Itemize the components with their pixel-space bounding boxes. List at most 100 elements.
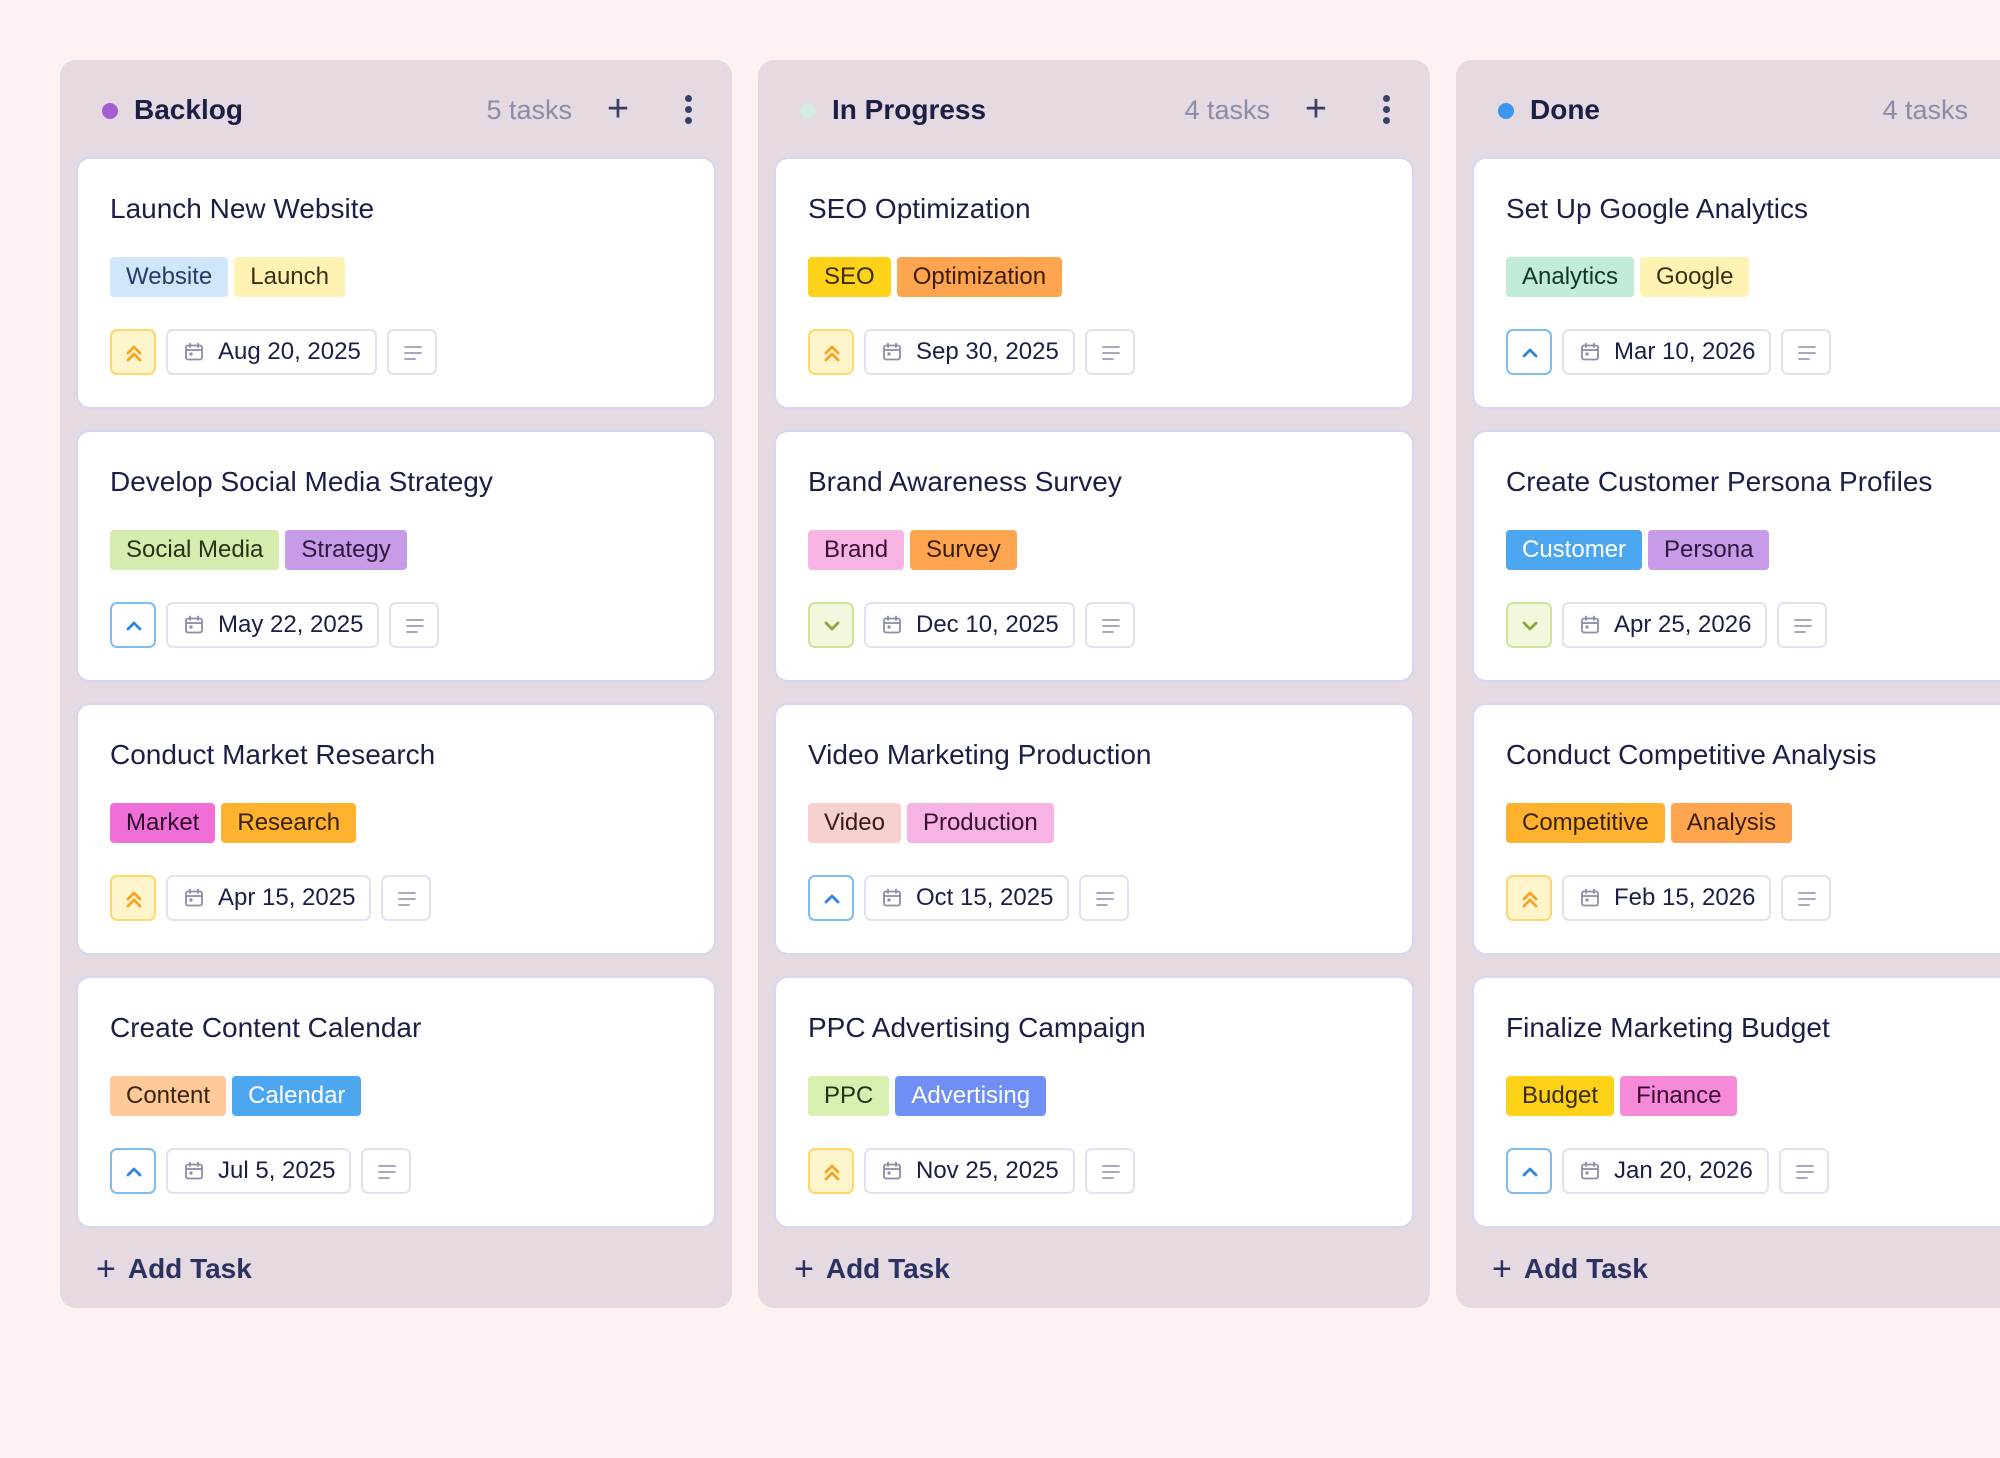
task-meta: May 22, 2025 — [110, 602, 439, 650]
priority-button[interactable] — [110, 602, 156, 648]
due-date-button[interactable]: Mar 10, 2026 — [1562, 329, 1771, 375]
column-footer: + Add Task — [60, 1265, 732, 1308]
due-date-button[interactable]: Apr 25, 2026 — [1562, 602, 1767, 648]
notes-button[interactable] — [389, 602, 439, 648]
vertical-dots-icon[interactable] — [1376, 92, 1396, 128]
priority-button[interactable] — [1506, 329, 1552, 375]
tag[interactable]: Website — [110, 257, 228, 297]
due-date-button[interactable]: Dec 10, 2025 — [864, 602, 1075, 648]
vertical-dots-icon[interactable] — [678, 92, 698, 128]
plus-icon: + — [96, 1250, 116, 1288]
notes-button[interactable] — [1085, 1148, 1135, 1194]
task-count: 4 tasks — [1882, 90, 1968, 130]
tag[interactable]: Optimization — [897, 257, 1062, 297]
column-done: Done 4 tasks + Set Up Google Analytics Analy… — [1456, 60, 2000, 1308]
priority-button[interactable] — [110, 875, 156, 921]
add-task-button[interactable]: + Add Task — [96, 1244, 252, 1294]
tag[interactable]: Social Media — [110, 530, 279, 570]
tag[interactable]: Persona — [1648, 530, 1769, 570]
task-card[interactable]: Develop Social Media Strategy Social Medi… — [76, 430, 716, 682]
priority-button[interactable] — [110, 329, 156, 375]
tag[interactable]: Content — [110, 1076, 226, 1116]
due-date-button[interactable]: Aug 20, 2025 — [166, 329, 377, 375]
due-date-button[interactable]: Feb 15, 2026 — [1562, 875, 1771, 921]
card-list: Launch New Website Website Launch Aug 20, 2… — [76, 157, 716, 1265]
tag[interactable]: Advertising — [895, 1076, 1046, 1116]
priority-button[interactable] — [1506, 875, 1552, 921]
tag[interactable]: Google — [1640, 257, 1749, 297]
due-date-button[interactable]: Jan 20, 2026 — [1562, 1148, 1769, 1194]
task-card[interactable]: Brand Awareness Survey Brand Survey Dec 10,… — [774, 430, 1414, 682]
tag-list: Content Calendar — [110, 1076, 367, 1116]
priority-button[interactable] — [808, 329, 854, 375]
tag-list: Analytics Google — [1506, 257, 1755, 297]
plus-icon[interactable]: + — [1298, 92, 1334, 128]
task-title: Conduct Competitive Analysis — [1506, 735, 1876, 775]
tag[interactable]: Market — [110, 803, 215, 843]
due-date-button[interactable]: Jul 5, 2025 — [166, 1148, 351, 1194]
task-meta: Jan 20, 2026 — [1506, 1148, 1829, 1196]
add-task-button[interactable]: + Add Task — [1492, 1244, 1648, 1294]
tag[interactable]: Competitive — [1506, 803, 1665, 843]
notes-button[interactable] — [1085, 329, 1135, 375]
due-date-button[interactable]: May 22, 2025 — [166, 602, 379, 648]
notes-button[interactable] — [1079, 875, 1129, 921]
tag[interactable]: Brand — [808, 530, 904, 570]
notes-button[interactable] — [381, 875, 431, 921]
notes-button[interactable] — [1781, 875, 1831, 921]
task-card[interactable]: Finalize Marketing Budget Budget Finance Ja… — [1472, 976, 2000, 1228]
priority-button[interactable] — [110, 1148, 156, 1194]
due-date-text: May 22, 2025 — [218, 611, 363, 638]
tag[interactable]: Survey — [910, 530, 1017, 570]
plus-icon[interactable]: + — [600, 92, 636, 128]
tag[interactable]: Launch — [234, 257, 345, 297]
tag[interactable]: SEO — [808, 257, 891, 297]
tag[interactable]: Calendar — [232, 1076, 361, 1116]
priority-button[interactable] — [808, 602, 854, 648]
tag[interactable]: Strategy — [285, 530, 406, 570]
notes-button[interactable] — [1779, 1148, 1829, 1194]
notes-button[interactable] — [387, 329, 437, 375]
tag[interactable]: Video — [808, 803, 901, 843]
plus-icon[interactable]: + — [1996, 92, 2000, 128]
notes-button[interactable] — [1777, 602, 1827, 648]
priority-button[interactable] — [1506, 1148, 1552, 1194]
due-date-button[interactable]: Oct 15, 2025 — [864, 875, 1069, 921]
due-date-button[interactable]: Apr 15, 2025 — [166, 875, 371, 921]
priority-button[interactable] — [808, 875, 854, 921]
tag[interactable]: Analytics — [1506, 257, 1634, 297]
tag[interactable]: Research — [221, 803, 356, 843]
tag[interactable]: Analysis — [1671, 803, 1792, 843]
notes-button[interactable] — [1085, 602, 1135, 648]
task-card[interactable]: Video Marketing Production Video Productio… — [774, 703, 1414, 955]
task-title: SEO Optimization — [808, 189, 1031, 229]
tag[interactable]: Finance — [1620, 1076, 1737, 1116]
notes-button[interactable] — [1781, 329, 1831, 375]
task-card[interactable]: Launch New Website Website Launch Aug 20, 2… — [76, 157, 716, 409]
tag[interactable]: Budget — [1506, 1076, 1614, 1116]
tag[interactable]: Production — [907, 803, 1054, 843]
priority-button[interactable] — [808, 1148, 854, 1194]
task-meta: Sep 30, 2025 — [808, 329, 1135, 377]
task-card[interactable]: Conduct Competitive Analysis Competitive A… — [1472, 703, 2000, 955]
column-title: Backlog — [134, 90, 243, 130]
due-date-button[interactable]: Nov 25, 2025 — [864, 1148, 1075, 1194]
task-card[interactable]: Create Customer Persona Profiles Customer… — [1472, 430, 2000, 682]
due-date-text: Jan 20, 2026 — [1614, 1157, 1753, 1184]
task-card[interactable]: SEO Optimization SEO Optimization Sep 30, 2… — [774, 157, 1414, 409]
task-card[interactable]: PPC Advertising Campaign PPC Advertising No… — [774, 976, 1414, 1228]
due-date-button[interactable]: Sep 30, 2025 — [864, 329, 1075, 375]
add-task-button[interactable]: + Add Task — [794, 1244, 950, 1294]
tag[interactable]: PPC — [808, 1076, 889, 1116]
notes-button[interactable] — [361, 1148, 411, 1194]
task-card[interactable]: Create Content Calendar Content Calendar Ju… — [76, 976, 716, 1228]
task-title: Develop Social Media Strategy — [110, 462, 493, 502]
card-list: Set Up Google Analytics Analytics Google Ma… — [1472, 157, 2000, 1265]
task-card[interactable]: Set Up Google Analytics Analytics Google Ma… — [1472, 157, 2000, 409]
column-header: Done 4 tasks + — [1456, 60, 2000, 157]
tag[interactable]: Customer — [1506, 530, 1642, 570]
tag-list: PPC Advertising — [808, 1076, 1052, 1116]
priority-button[interactable] — [1506, 602, 1552, 648]
task-card[interactable]: Conduct Market Research Market Research Apr… — [76, 703, 716, 955]
